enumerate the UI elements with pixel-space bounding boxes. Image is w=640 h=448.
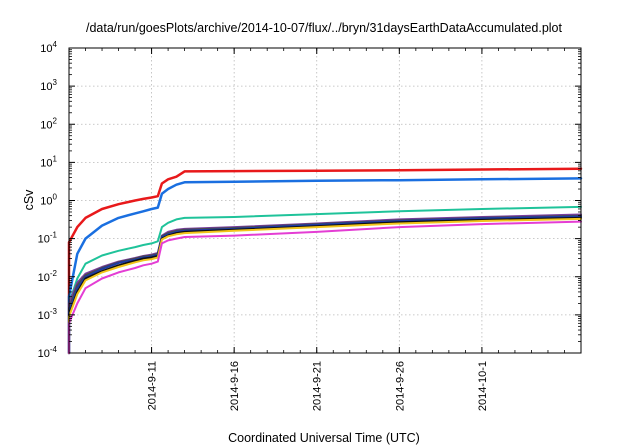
series-line <box>68 220 582 354</box>
y-tick-label: 10-3 <box>38 307 58 322</box>
y-tick-exponent: 2 <box>53 116 58 125</box>
y-tick-label: 10-1 <box>38 231 58 246</box>
y-tick-label: 102 <box>40 116 57 131</box>
x-tick-label: 2014-9-21 <box>312 361 324 411</box>
y-tick-label: 100 <box>40 193 57 208</box>
x-tick-label: 2014-9-26 <box>394 361 406 411</box>
series-line <box>67 177 583 355</box>
y-tick-label: 103 <box>40 78 57 93</box>
y-tick-exponent: -1 <box>50 231 58 240</box>
y-axis-label: cSv <box>22 189 36 211</box>
chart-title: /data/run/goesPlots/archive/2014-10-07/f… <box>86 21 562 35</box>
x-axis-label: Coordinated Universal Time (UTC) <box>228 431 420 445</box>
series-line <box>68 215 582 354</box>
y-tick-exponent: -3 <box>50 307 58 316</box>
series-line <box>68 205 582 354</box>
series-line <box>68 216 582 354</box>
series-line <box>67 167 583 355</box>
x-tick-label: 2014-9-16 <box>229 361 241 411</box>
y-tick-exponent: 4 <box>53 40 58 49</box>
series-line <box>68 214 582 354</box>
x-tick-label: 2014-10-1 <box>477 361 489 411</box>
y-tick-label: 10-2 <box>38 269 58 284</box>
series-line <box>68 213 582 354</box>
grid <box>69 48 581 353</box>
y-tick-exponent: -2 <box>50 269 58 278</box>
y-tick-label: 10-4 <box>38 345 58 360</box>
y-tick-exponent: 1 <box>53 154 58 163</box>
y-tick-exponent: 3 <box>53 78 58 87</box>
y-tick-exponent: -4 <box>50 345 58 354</box>
x-tick-label: 2014-9-11 <box>147 361 159 410</box>
y-tick-label: 104 <box>40 40 57 55</box>
y-tick-label: 101 <box>40 154 57 169</box>
y-tick-exponent: 0 <box>53 193 58 202</box>
series-group <box>67 167 583 355</box>
